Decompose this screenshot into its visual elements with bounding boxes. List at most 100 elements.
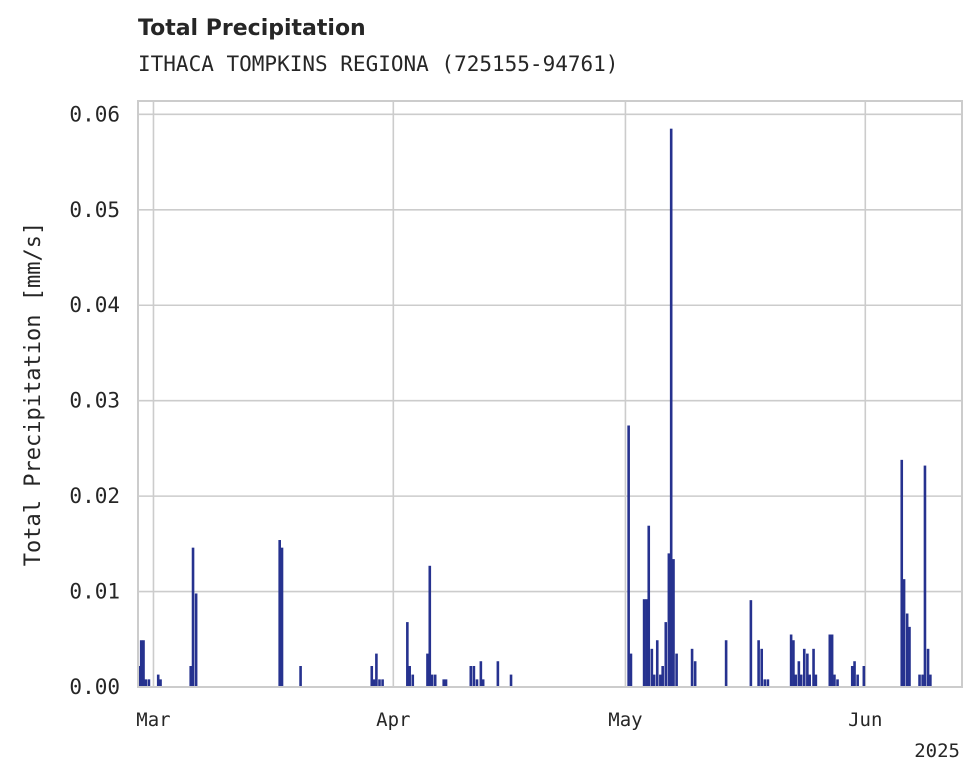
precip-bar xyxy=(789,634,793,687)
precip-bar xyxy=(792,640,795,687)
y-tick-label: 0.00 xyxy=(69,675,120,699)
precip-bar xyxy=(650,648,654,687)
precip-bar xyxy=(664,622,668,687)
precip-bar xyxy=(430,674,434,687)
precip-bar xyxy=(647,525,651,687)
precip-bar xyxy=(481,679,485,687)
precip-bar xyxy=(156,674,160,687)
precip-bar xyxy=(433,674,437,687)
precip-bar xyxy=(902,579,906,687)
precip-bar xyxy=(299,666,302,687)
precip-bar xyxy=(408,666,411,687)
precip-bar xyxy=(629,653,633,687)
precip-bar xyxy=(147,679,151,687)
precip-bar xyxy=(189,666,193,687)
precip-bar xyxy=(814,674,818,687)
precip-bar xyxy=(690,648,694,687)
precip-bar xyxy=(921,674,924,687)
precip-bar xyxy=(426,653,429,687)
y-axis-ticks: 0.00 0.01 0.02 0.03 0.04 0.05 0.06 xyxy=(69,102,120,699)
precip-bar xyxy=(667,553,671,687)
precip-bar xyxy=(479,661,483,687)
precip-bar xyxy=(850,666,854,687)
y-tick-label: 0.04 xyxy=(69,293,120,317)
precip-bar xyxy=(908,626,911,687)
x-tick-label: May xyxy=(608,709,642,731)
precip-bar xyxy=(763,679,767,687)
precip-bar xyxy=(749,600,753,687)
y-tick-label: 0.03 xyxy=(69,389,120,413)
precip-bar xyxy=(444,679,448,687)
precip-bar xyxy=(918,674,921,687)
bar-series xyxy=(137,128,932,688)
x-axis-ticks: Mar Apr May Jun xyxy=(136,709,882,731)
y-tick-label: 0.01 xyxy=(69,580,120,604)
precip-bar xyxy=(799,674,803,687)
precip-bar xyxy=(652,674,656,687)
precip-bar xyxy=(280,547,284,687)
precip-bar xyxy=(675,653,678,687)
precip-bar xyxy=(929,674,932,687)
precip-bar xyxy=(808,674,811,687)
precip-bar xyxy=(724,640,728,687)
precip-bar xyxy=(833,674,836,687)
precip-bar xyxy=(442,679,446,687)
precip-bar xyxy=(672,559,675,687)
precip-bar xyxy=(159,679,162,687)
grid xyxy=(138,101,962,687)
precip-bar xyxy=(661,666,664,687)
precip-bar xyxy=(406,622,409,687)
precip-bar xyxy=(862,666,866,687)
x-tick-label: Jun xyxy=(848,709,882,731)
x-axis-year-label: 2025 xyxy=(914,740,960,762)
precip-bar xyxy=(139,640,143,687)
precip-bar xyxy=(472,666,476,687)
precip-bar xyxy=(760,648,764,687)
precip-bar xyxy=(191,547,195,687)
precip-bar xyxy=(370,666,374,687)
precip-bar xyxy=(428,565,432,687)
precip-bar xyxy=(766,679,770,687)
precip-bar xyxy=(794,674,798,687)
precip-bar xyxy=(923,465,927,687)
precip-bar xyxy=(856,674,859,687)
precip-bar xyxy=(142,640,145,687)
precip-bar xyxy=(659,674,662,687)
y-tick-label: 0.05 xyxy=(69,198,120,222)
precip-bar xyxy=(378,679,381,687)
precip-bar xyxy=(836,679,839,687)
precip-bar xyxy=(375,653,378,687)
precip-bar xyxy=(828,634,832,687)
precip-bar xyxy=(757,640,760,687)
precip-bar xyxy=(278,540,281,687)
precip-bar xyxy=(905,613,909,687)
precip-bar xyxy=(475,679,479,687)
precip-bar xyxy=(509,674,513,687)
precip-bar xyxy=(812,648,815,687)
x-tick-label: Mar xyxy=(136,709,170,731)
y-axis-label: Total Precipitation [mm/s] xyxy=(21,222,46,566)
precip-bar xyxy=(797,661,801,687)
precip-bar xyxy=(655,640,659,687)
precip-bar xyxy=(194,593,198,687)
precip-bar xyxy=(411,674,415,687)
precip-bar xyxy=(642,599,646,687)
precip-bar xyxy=(372,679,376,687)
precip-bar xyxy=(144,679,148,687)
precip-bar xyxy=(900,459,904,687)
y-tick-label: 0.06 xyxy=(69,102,120,126)
chart-title: Total Precipitation xyxy=(138,16,366,41)
precip-bar xyxy=(926,648,930,687)
precip-bar xyxy=(645,599,648,687)
y-tick-label: 0.02 xyxy=(69,484,120,508)
precip-bar xyxy=(853,661,856,687)
precip-bar xyxy=(381,679,384,687)
precip-bar xyxy=(496,661,500,687)
plot-frame xyxy=(137,100,963,688)
precip-bar xyxy=(669,128,673,688)
precip-bar xyxy=(806,653,809,687)
precip-bar xyxy=(469,666,473,687)
x-tick-label: Apr xyxy=(376,709,410,731)
precip-bar xyxy=(693,661,697,687)
